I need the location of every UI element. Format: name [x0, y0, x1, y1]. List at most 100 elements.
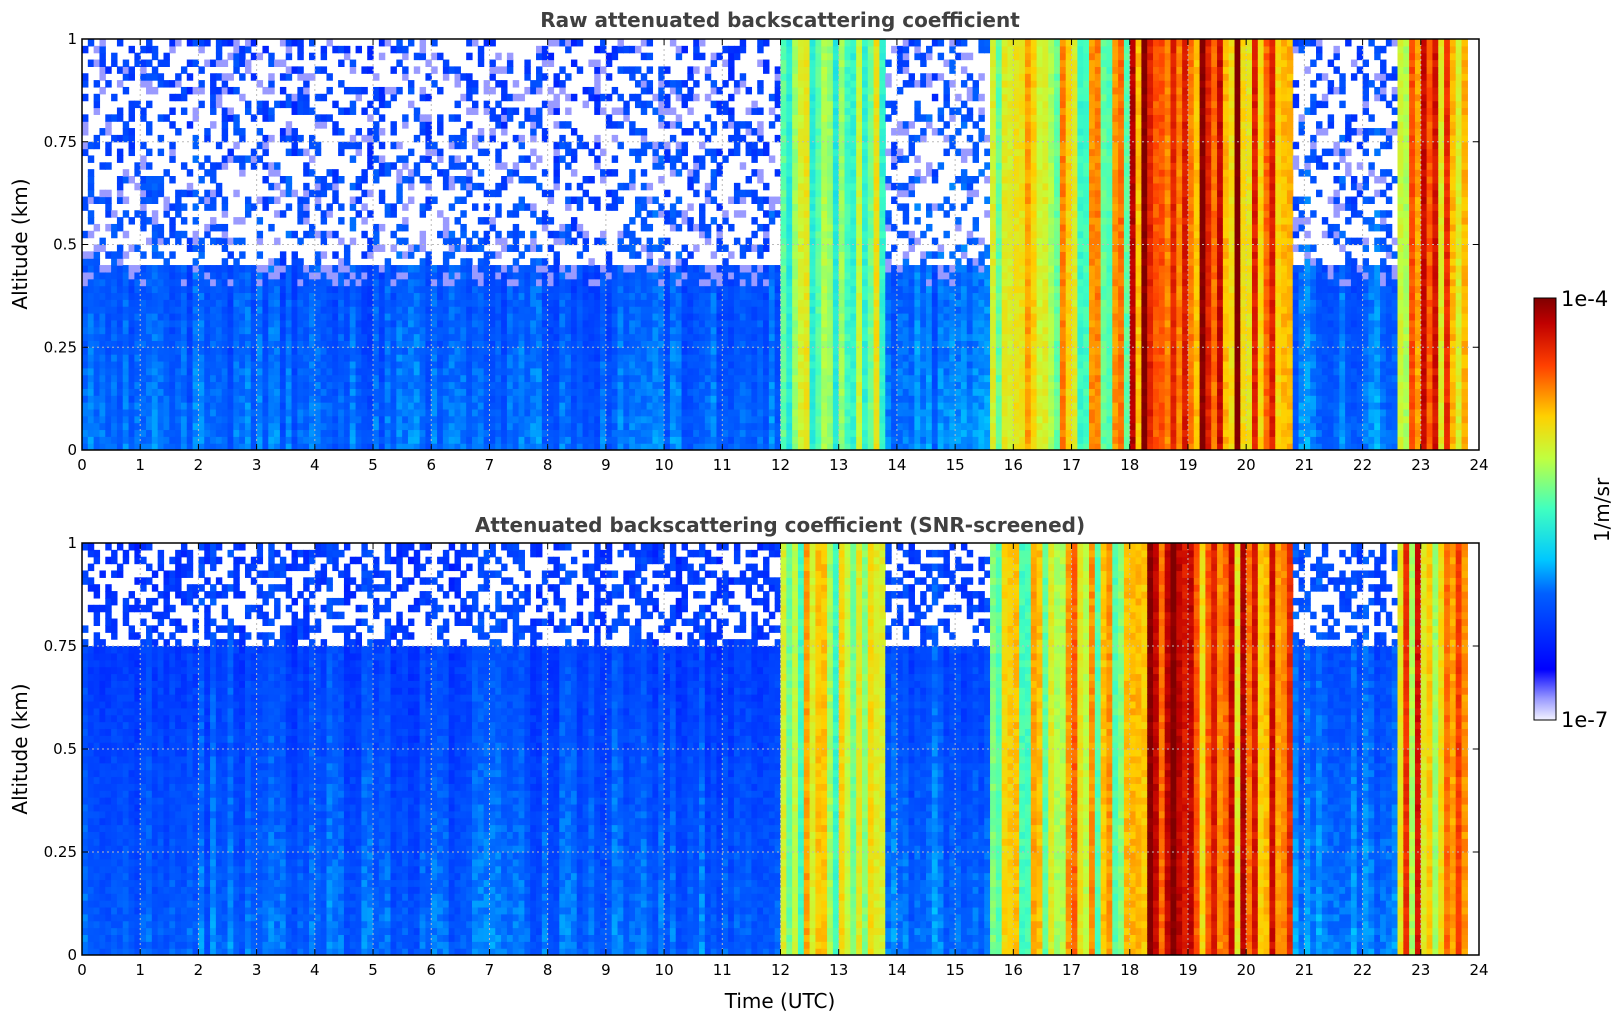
heatmap-cell: [355, 45, 362, 54]
heatmap-cell: [501, 292, 508, 300]
heatmap-cell: [274, 340, 281, 348]
heatmap-cell: [285, 66, 293, 74]
heatmap-cell: [797, 347, 805, 355]
heatmap-cell: [186, 340, 194, 348]
heatmap-cell: [466, 395, 473, 403]
heatmap-cell: [309, 333, 316, 341]
heatmap-cell: [524, 443, 531, 450]
heatmap-cell: [128, 278, 135, 287]
heatmap-cell: [442, 422, 450, 431]
heatmap-cell: [541, 367, 549, 376]
heatmap-cell: [623, 326, 630, 335]
heatmap-cell: [122, 285, 130, 294]
heatmap-cell: [82, 114, 89, 122]
heatmap-cell: [512, 402, 520, 410]
heatmap-cell: [716, 415, 723, 424]
heatmap-cell: [768, 436, 776, 444]
heatmap-cell: [565, 319, 572, 328]
heatmap-cell: [198, 278, 205, 287]
heatmap-cell: [739, 367, 747, 376]
heatmap-cell: [460, 415, 467, 424]
heatmap-cell: [349, 265, 357, 273]
heatmap-cell: [221, 422, 229, 431]
heatmap-cell: [780, 429, 787, 437]
heatmap-cell: [221, 333, 229, 341]
heatmap-cell: [675, 333, 683, 341]
heatmap-cell: [355, 333, 362, 341]
heatmap-cell: [541, 292, 549, 300]
heatmap-cell: [175, 230, 182, 239]
heatmap-cell: [576, 313, 584, 321]
heatmap-cell: [378, 347, 386, 355]
heatmap-cell: [210, 162, 217, 170]
heatmap-cell: [489, 443, 496, 450]
heatmap-cell: [646, 39, 654, 47]
heatmap-cell: [681, 80, 688, 88]
heatmap-cell: [739, 134, 747, 143]
heatmap-cell: [297, 381, 304, 389]
heatmap-cell: [797, 354, 805, 362]
heatmap-cell: [751, 415, 758, 424]
heatmap-cell: [274, 285, 281, 294]
heatmap-cell: [343, 415, 351, 424]
heatmap-cell: [763, 271, 770, 280]
heatmap-cell: [116, 340, 124, 348]
heatmap-cell: [437, 347, 444, 355]
heatmap-cell: [116, 155, 124, 163]
heatmap-cell: [128, 107, 135, 115]
heatmap-cell: [605, 395, 613, 403]
heatmap-cell: [594, 388, 601, 396]
heatmap-cell: [472, 100, 479, 109]
heatmap-cell: [419, 374, 427, 383]
heatmap-cell: [483, 443, 491, 450]
heatmap-cell: [483, 347, 491, 355]
heatmap-cell: [175, 367, 182, 376]
heatmap-cell: [716, 367, 723, 376]
heatmap-cell: [629, 367, 636, 376]
heatmap-cell: [233, 360, 240, 369]
heatmap-cell: [437, 86, 444, 95]
heatmap-cell: [198, 443, 205, 450]
heatmap-cell: [710, 285, 718, 294]
heatmap-cell: [797, 203, 805, 211]
heatmap-cell: [611, 299, 619, 307]
heatmap-cell: [489, 278, 496, 287]
heatmap-cell: [210, 265, 217, 273]
heatmap-cell: [722, 45, 729, 54]
heatmap-cell: [163, 367, 170, 376]
heatmap-cell: [786, 313, 793, 321]
heatmap-cell: [675, 347, 683, 355]
heatmap-cell: [786, 141, 793, 150]
heatmap-cell: [233, 189, 240, 198]
heatmap-cell: [634, 155, 642, 163]
heatmap-cell: [285, 52, 293, 61]
heatmap-cell: [250, 340, 258, 348]
heatmap-cell: [454, 408, 461, 417]
heatmap-cell: [675, 422, 683, 431]
heatmap-cell: [105, 299, 112, 307]
heatmap-cell: [262, 402, 269, 410]
heatmap-cell: [582, 367, 590, 376]
heatmap-cell: [786, 319, 793, 328]
heatmap-cell: [361, 86, 368, 95]
heatmap-cell: [262, 408, 269, 417]
heatmap-cell: [600, 237, 607, 246]
heatmap-cell: [407, 148, 415, 157]
heatmap-cell: [681, 265, 688, 273]
heatmap-cell: [419, 443, 427, 450]
heatmap-cell: [314, 285, 322, 294]
heatmap-cell: [669, 367, 677, 376]
heatmap-cell: [87, 176, 95, 184]
heatmap-cell: [646, 367, 654, 376]
heatmap-cell: [210, 415, 217, 424]
heatmap-cell: [192, 134, 200, 143]
heatmap-cell: [570, 223, 578, 232]
heatmap-cell: [710, 429, 718, 437]
heatmap-cell: [355, 388, 362, 396]
heatmap-cell: [722, 422, 729, 431]
heatmap-cell: [594, 107, 601, 115]
heatmap-cell: [297, 39, 304, 47]
heatmap-cell: [460, 367, 467, 376]
heatmap-cell: [699, 415, 706, 424]
heatmap-cell: [442, 265, 450, 273]
